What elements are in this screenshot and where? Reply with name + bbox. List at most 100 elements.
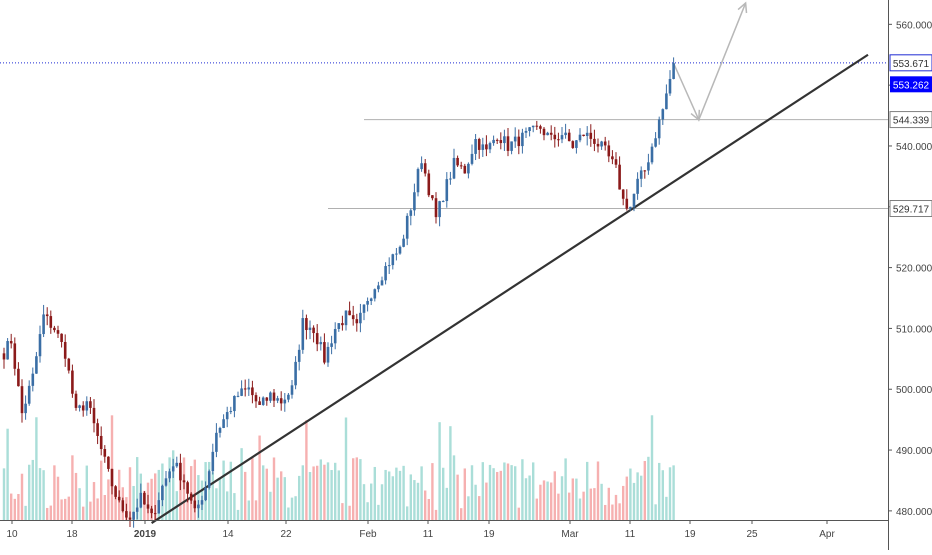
- volume-bar: [305, 420, 308, 520]
- candle-body: [499, 140, 503, 144]
- candle-body: [171, 466, 175, 472]
- volume-bar: [100, 460, 103, 520]
- volume-bar: [82, 506, 85, 520]
- candle-body: [539, 126, 542, 129]
- candle-body: [139, 492, 143, 508]
- candle-body: [240, 388, 243, 396]
- volume-bar: [71, 455, 74, 520]
- candle-body: [179, 462, 182, 481]
- volume-bar: [456, 474, 459, 520]
- x-tick-label: 11: [625, 529, 636, 540]
- volume-bar: [420, 466, 423, 520]
- volume-bar: [596, 461, 600, 520]
- candle-body: [470, 153, 474, 164]
- volume-bar: [236, 509, 240, 520]
- candle-body: [182, 480, 186, 483]
- volume-bar: [629, 468, 632, 520]
- projection-path: [672, 2, 747, 122]
- volume-bar: [150, 478, 153, 520]
- y-tick-label: 560.000: [896, 20, 932, 31]
- volume-bar: [492, 468, 495, 520]
- volume-bar: [283, 477, 286, 520]
- volume-bar: [424, 490, 427, 520]
- volume-bar: [632, 482, 636, 520]
- candle-body: [643, 170, 647, 172]
- volume-bar: [528, 475, 531, 520]
- candle-body: [193, 500, 197, 509]
- volume-bar: [636, 472, 639, 520]
- candle-body: [153, 513, 157, 515]
- candle-body: [607, 145, 611, 157]
- volume-bar: [514, 466, 517, 520]
- volume-bar: [413, 480, 416, 520]
- volume-bar: [128, 467, 132, 520]
- volume-bar: [524, 478, 528, 520]
- volume-bar: [481, 462, 484, 520]
- volume-bar: [319, 459, 322, 520]
- candle-body: [110, 468, 114, 487]
- volume-bar: [132, 485, 135, 520]
- volume-bar: [290, 497, 294, 520]
- candle-body: [506, 136, 510, 151]
- volume-bar: [463, 468, 466, 520]
- candle-body: [81, 405, 85, 411]
- volume-bar: [460, 508, 463, 520]
- candle-body: [200, 500, 204, 505]
- volume-bar: [370, 483, 373, 520]
- candle-body: [9, 341, 13, 344]
- candle-body: [373, 289, 377, 299]
- candle-body: [229, 411, 233, 413]
- volume-bar: [442, 467, 445, 520]
- trendline: [150, 53, 869, 524]
- candle-body: [427, 173, 431, 196]
- candle-body: [301, 318, 305, 350]
- volume-bar: [10, 493, 13, 520]
- volume-bar: [107, 479, 110, 520]
- volume-bar: [622, 485, 625, 520]
- candle-body: [632, 193, 636, 207]
- volume-bar: [568, 492, 571, 520]
- volume-bar: [488, 464, 492, 520]
- candle-body: [45, 314, 49, 317]
- candle-body: [636, 178, 639, 194]
- volume-bar: [571, 478, 574, 520]
- candle-body: [344, 310, 348, 326]
- candle-body: [542, 128, 546, 136]
- volume-bar: [373, 466, 376, 520]
- volume-bar: [553, 471, 556, 520]
- volume-bar: [334, 462, 337, 520]
- candle-body: [85, 401, 89, 411]
- price-label-text: 529.717: [893, 205, 930, 216]
- volume-bar: [517, 507, 520, 520]
- volume-bar: [668, 467, 672, 520]
- x-tick-label: Apr: [819, 529, 835, 540]
- volume-bar: [560, 476, 564, 520]
- x-tick-label: Mar: [561, 529, 579, 540]
- volume-bar: [337, 470, 340, 520]
- volume-bar: [550, 482, 553, 520]
- candle-body: [657, 119, 661, 139]
- volume-bar: [654, 504, 657, 520]
- y-tick-label: 520.000: [896, 264, 932, 275]
- volume-bar: [208, 461, 211, 520]
- candle-body: [135, 507, 139, 512]
- volume-bar: [640, 475, 643, 520]
- candle-body: [24, 403, 27, 414]
- volume-bar: [85, 465, 88, 520]
- volume-bar: [625, 476, 628, 520]
- candle-body: [647, 162, 650, 171]
- volume-bar: [445, 487, 448, 520]
- x-tick-label: 14: [222, 529, 234, 540]
- volume-bar: [49, 505, 52, 520]
- volume-bar: [355, 457, 358, 520]
- candle-body: [53, 327, 56, 331]
- volume-bar: [348, 505, 351, 520]
- candle-body: [420, 163, 423, 170]
- candle-body: [589, 132, 593, 139]
- candle-body: [596, 143, 600, 147]
- candle-body: [312, 327, 315, 334]
- volume-bar: [650, 415, 654, 520]
- candle-body: [474, 139, 477, 154]
- volume-bar: [247, 500, 250, 520]
